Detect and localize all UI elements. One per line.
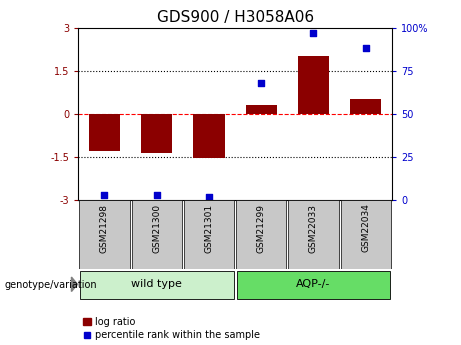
Bar xyxy=(80,270,234,298)
Title: GDS900 / H3058A06: GDS900 / H3058A06 xyxy=(157,10,313,25)
Legend: log ratio, percentile rank within the sample: log ratio, percentile rank within the sa… xyxy=(83,317,260,340)
Bar xyxy=(350,99,381,114)
Text: GSM21300: GSM21300 xyxy=(152,204,161,253)
Bar xyxy=(193,114,225,158)
Text: GSM21299: GSM21299 xyxy=(257,204,266,253)
Bar xyxy=(79,200,130,269)
Bar xyxy=(141,114,172,152)
Bar xyxy=(236,270,390,298)
Point xyxy=(153,192,160,198)
Bar xyxy=(184,200,234,269)
Text: genotype/variation: genotype/variation xyxy=(5,280,97,289)
Text: GSM22034: GSM22034 xyxy=(361,204,370,253)
Point xyxy=(205,194,213,199)
Polygon shape xyxy=(71,277,77,292)
Bar xyxy=(246,105,277,114)
Bar xyxy=(132,200,182,269)
Text: wild type: wild type xyxy=(131,279,182,289)
Point xyxy=(258,80,265,86)
Text: GSM22033: GSM22033 xyxy=(309,204,318,253)
Bar xyxy=(289,200,338,269)
Text: AQP-/-: AQP-/- xyxy=(296,279,331,289)
Bar xyxy=(89,114,120,151)
Bar xyxy=(341,200,391,269)
Point xyxy=(310,30,317,36)
Point xyxy=(362,46,369,51)
Point xyxy=(101,192,108,198)
Bar xyxy=(236,200,286,269)
Text: GSM21298: GSM21298 xyxy=(100,204,109,253)
Bar xyxy=(298,56,329,114)
Text: GSM21301: GSM21301 xyxy=(205,204,213,253)
